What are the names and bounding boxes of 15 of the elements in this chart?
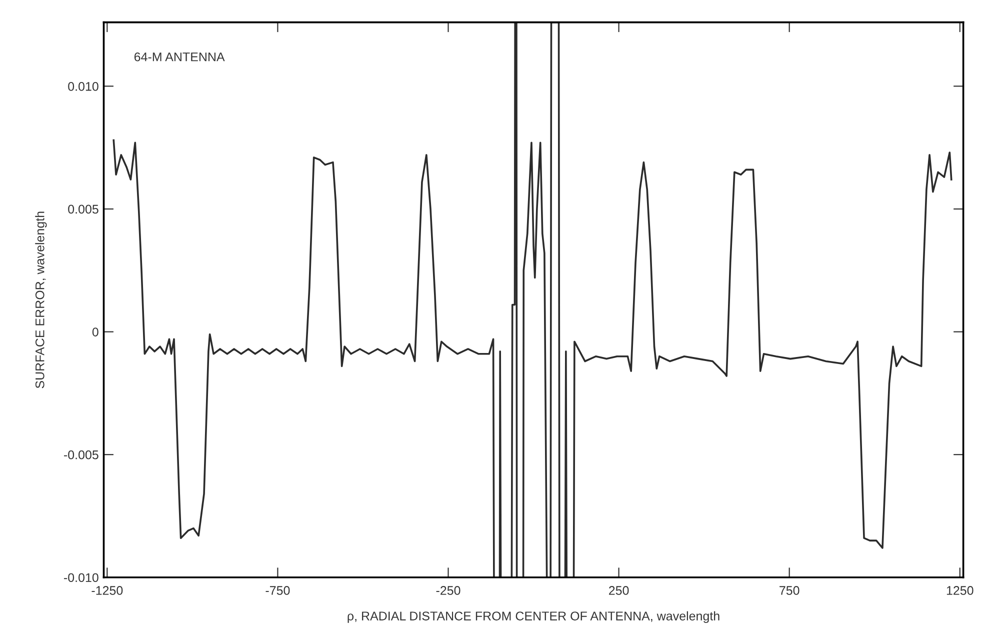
y-axis-title: SURFACE ERROR, wavelength: [35, 212, 47, 388]
y-tick-label: 0.010: [68, 82, 98, 91]
y-tick-label: 0: [92, 328, 98, 336]
x-tick-label: -250: [436, 586, 460, 595]
x-tick-label: 750: [780, 586, 800, 595]
x-tick-label: 250: [608, 586, 629, 595]
y-tick-label: -0.010: [64, 573, 98, 582]
x-tick-label: -750: [266, 586, 290, 595]
x-tick-label: 1250: [946, 586, 974, 595]
x-tick-label: -1250: [92, 586, 123, 595]
x-axis-title: ρ, RADIAL DISTANCE FROM CENTER OF ANTENNA, wavelength: [348, 611, 720, 623]
y-tick-label: 0.005: [68, 204, 98, 214]
line-series: [112, 22, 952, 578]
y-tick-label: -0.005: [64, 450, 98, 460]
annotation: 64-M ANTENNA: [134, 52, 225, 62]
